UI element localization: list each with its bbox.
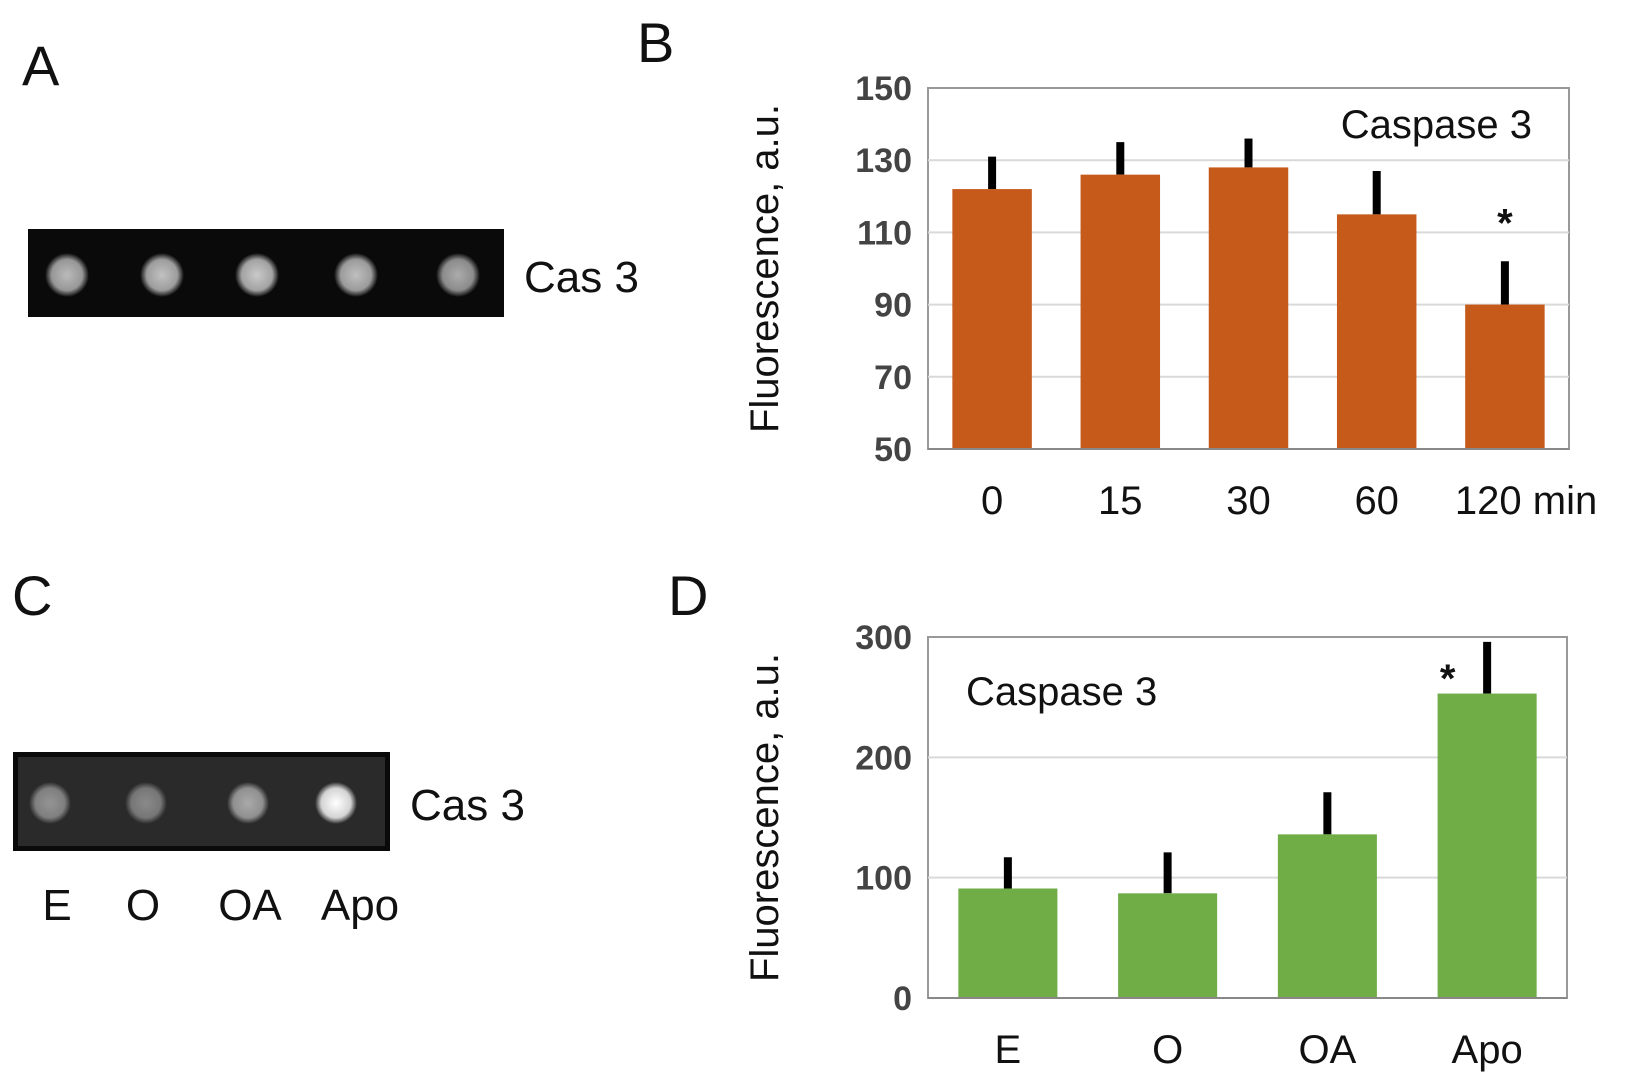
x-tick-label: 15: [1098, 479, 1143, 523]
lane-label: Apo: [321, 881, 399, 930]
y-tick-label: 50: [874, 431, 912, 469]
y-tick-label: 110: [857, 214, 912, 252]
x-tick-label: 120 min: [1455, 479, 1597, 523]
bar: [952, 189, 1032, 449]
bar: [1336, 214, 1417, 449]
blot-spot: [235, 253, 279, 297]
y-tick-label: 130: [855, 142, 912, 180]
panel-label-b: B: [637, 11, 674, 74]
blot-spot: [125, 782, 167, 824]
lane-label: E: [42, 881, 71, 930]
chart-annotation: Caspase 3: [1341, 103, 1532, 147]
panel-label-c: C: [12, 564, 52, 627]
panel-label-d: D: [668, 564, 708, 627]
y-tick-label: 90: [874, 287, 912, 325]
blot-spot: [334, 253, 378, 297]
x-tick-label: Apo: [1452, 1028, 1523, 1072]
significance-marker: *: [1497, 201, 1513, 245]
blot-spot: [315, 782, 357, 824]
blot-spot: [140, 253, 184, 297]
y-axis-label: Fluorescence, a.u.: [743, 104, 787, 433]
bar: [958, 888, 1058, 998]
blot-spot: [29, 782, 71, 824]
blot-c-lane-labels: E O OA Apo: [42, 881, 399, 930]
blot-spot: [436, 253, 480, 297]
dot-blot-c: [13, 752, 390, 851]
y-tick-label: 300: [855, 619, 912, 657]
chart-d: 0 100 200 300 E O OA Apo * Caspase 3 Fluorescence,…: [743, 619, 1568, 1072]
significance-marker: *: [1440, 657, 1456, 701]
y-tick-label: 150: [855, 70, 912, 108]
y-tick-label: 200: [855, 739, 912, 777]
x-tick-label: 0: [981, 479, 1003, 523]
y-tick-label: 70: [874, 359, 912, 397]
lane-label: O: [126, 881, 160, 930]
x-tick-label: E: [995, 1028, 1022, 1072]
bar: [1277, 834, 1377, 998]
blot-a-label: Cas 3: [524, 253, 639, 302]
chart-annotation: Caspase 3: [966, 670, 1157, 714]
y-axis-label: Fluorescence, a.u.: [743, 653, 787, 982]
x-tick-label: 60: [1354, 479, 1399, 523]
panel-label-a: A: [22, 34, 60, 97]
x-tick-label: OA: [1298, 1028, 1356, 1072]
chart-b: 50 70 90 110 130 150 0 15 30 60 120 min * Caspase 3 F…: [743, 70, 1597, 523]
y-tick-label: 0: [893, 980, 912, 1018]
dot-blot-a: [28, 229, 504, 317]
x-tick-label: O: [1152, 1028, 1183, 1072]
blot-spot: [227, 782, 269, 824]
bar: [1437, 693, 1537, 998]
y-tick-label: 100: [855, 860, 912, 898]
blot-c-label: Cas 3: [410, 781, 525, 830]
x-tick-label: 30: [1226, 479, 1271, 523]
blot-spot: [45, 253, 89, 297]
bar: [1118, 893, 1218, 998]
lane-label: OA: [218, 881, 282, 930]
bar: [1080, 174, 1161, 449]
bar: [1208, 167, 1289, 450]
bar: [1465, 304, 1545, 449]
